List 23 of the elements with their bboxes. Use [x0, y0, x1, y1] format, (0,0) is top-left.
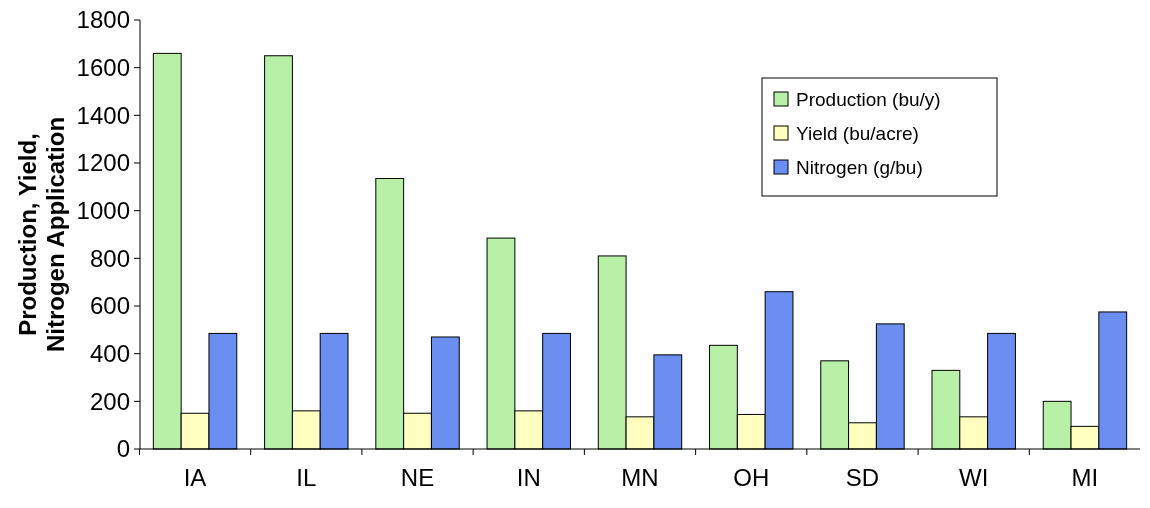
legend-label: Production (bu/y): [796, 88, 941, 110]
y-tick-label: 1600: [76, 54, 130, 82]
x-tick-label: IA: [183, 464, 207, 491]
y-tick-label: 1200: [76, 149, 130, 177]
y-tick-label: 1000: [76, 197, 130, 225]
x-tick-label: MI: [1071, 464, 1099, 491]
x-tick-label: NE: [400, 464, 435, 491]
x-tick-label: WI: [959, 464, 989, 491]
x-tick-label: MN: [621, 464, 659, 491]
x-tick-label: IL: [296, 464, 317, 491]
legend-label: Yield (bu/acre): [796, 122, 919, 144]
y-axis-title: Production, Yield, Nitrogen Application: [13, 116, 70, 353]
y-tick-label: 400: [89, 340, 130, 368]
y-tick-label: 1800: [76, 6, 130, 34]
x-tick-label: SD: [845, 464, 880, 491]
y-tick-label: 600: [89, 292, 130, 320]
legend-label: Nitrogen (g/bu): [796, 156, 923, 178]
y-tick-label: 200: [89, 387, 130, 415]
x-tick-label: OH: [733, 464, 770, 491]
y-tick-label: 0: [116, 435, 130, 463]
x-tick-label: IN: [516, 464, 541, 491]
y-tick-label: 1400: [76, 101, 130, 129]
y-tick-label: 800: [89, 244, 130, 272]
